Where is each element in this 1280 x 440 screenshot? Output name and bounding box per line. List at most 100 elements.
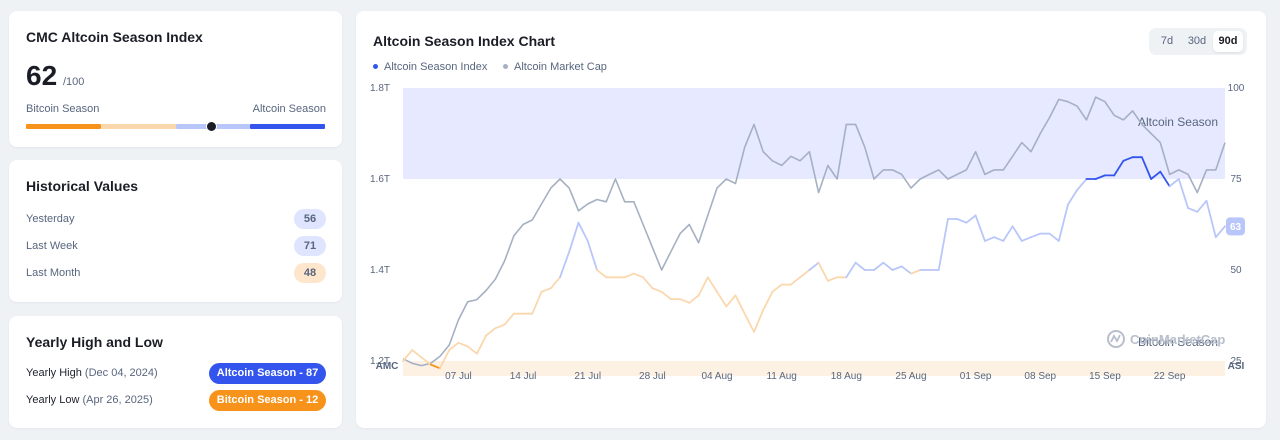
index-series-segment (1076, 178, 1088, 191)
legend-altcoin-market-cap[interactable]: Altcoin Market Cap (503, 61, 607, 73)
market-cap-series-line (402, 96, 1226, 367)
yearly-high-text: Yearly High (26, 367, 82, 379)
historical-row-last-month: Last Month 48 (26, 263, 326, 283)
index-series-segment (753, 309, 765, 333)
index-series-segment (1067, 188, 1079, 206)
index-series-segment (826, 276, 839, 282)
index-series-segment (1214, 225, 1226, 239)
index-series-segment (789, 276, 802, 286)
historical-value-badge: 48 (294, 263, 326, 283)
index-series-segment (586, 239, 598, 271)
index-series-segment (984, 236, 995, 242)
index-series-segment (910, 269, 922, 275)
index-series-segment (734, 294, 746, 315)
index-series-segment (540, 287, 552, 293)
right-axis-tag: ASI (1228, 361, 1245, 372)
index-series-segment (1094, 174, 1106, 180)
index-series-segment (762, 290, 774, 311)
index-series-segment (706, 276, 718, 293)
historical-label: Last Month (26, 267, 81, 279)
bitcoin-season-label: Bitcoin Season (26, 103, 100, 115)
index-series-segment (642, 276, 654, 290)
index-series-segment (882, 261, 894, 271)
index-series-segment (1141, 156, 1152, 180)
current-value-badge (1226, 217, 1245, 236)
coinmarketcap-watermark: CoinMarketCap (1107, 330, 1225, 348)
index-series-segment (531, 290, 543, 315)
index-max: /100 (63, 76, 85, 88)
historical-label: Yesterday (26, 213, 75, 225)
chart-axes: 1.2T 1.4T 1.6T 1.8T 25 50 75 100 AMC ASI 07 Jul 14 … (370, 83, 1245, 382)
index-series-segment (503, 312, 515, 326)
index-series-segment (679, 298, 691, 304)
index-series-segment (466, 345, 478, 355)
index-series-segment (448, 341, 460, 352)
season-index-chart: Altcoin Season Bitcoin Season CoinMarketC… (370, 83, 1245, 382)
yearly-high-badge: Altcoin Season - 87 (209, 363, 326, 384)
x-tick-label: 21 Jul (574, 371, 601, 382)
index-series-segment (937, 218, 949, 271)
chart-title: Altcoin Season Index Chart (373, 33, 556, 49)
yearly-high-date: (Dec 04, 2024) (84, 367, 158, 379)
altcoin-season-zone (403, 88, 1225, 179)
x-tick-label: 28 Jul (639, 371, 666, 382)
timeframe-7d-button[interactable]: 7d (1160, 35, 1174, 47)
index-series-segment (1187, 207, 1199, 213)
index-series-segment (549, 276, 561, 290)
index-series-segment (1159, 170, 1171, 188)
historical-values-title: Historical Values (26, 178, 139, 194)
y-left-tick-label: 1.6T (370, 174, 390, 185)
index-value: 62 (26, 60, 58, 91)
timeframe-30d-button[interactable]: 30d (1187, 35, 1207, 47)
x-tick-label: 04 Aug (701, 371, 732, 382)
timeframe-90d-button[interactable]: 90d (1213, 31, 1243, 52)
index-series-segment (1122, 156, 1134, 162)
x-tick-label: 25 Aug (895, 371, 926, 382)
index-series-segment (817, 261, 829, 282)
y-right-tick-label: 75 (1230, 174, 1242, 185)
index-series-segment (476, 334, 488, 355)
index-series-segment (1030, 232, 1042, 239)
index-series-segment (402, 349, 414, 362)
index-series-segment (1150, 170, 1162, 180)
index-series-segment (1196, 199, 1208, 213)
coinmarketcap-logo-icon (1107, 330, 1125, 348)
index-series-segment (716, 290, 728, 308)
index-series-segment (1020, 236, 1032, 242)
index-series-segment (429, 363, 441, 370)
altcoin-season-zone-label: Altcoin Season (1138, 115, 1218, 129)
timeframe-selector: 7d 30d 90d (1149, 28, 1247, 55)
index-series-segment (1048, 232, 1060, 242)
x-tick-label: 08 Sep (1024, 371, 1056, 382)
y-right-tick-label: 100 (1228, 83, 1245, 94)
index-series-segment (725, 294, 737, 308)
index-series-segment (697, 276, 709, 297)
index-series-segment (420, 356, 432, 366)
index-series-segment (439, 349, 451, 370)
yearly-high-label: Yearly High (Dec 04, 2024) (26, 367, 158, 379)
index-series-segment (411, 349, 423, 359)
index-series-segment (596, 269, 608, 279)
index-series-segment (1177, 178, 1189, 210)
index-series-segment (974, 214, 986, 242)
x-tick-label: 01 Sep (960, 371, 992, 382)
index-series-segment (1205, 199, 1217, 239)
yearly-low-row: Yearly Low (Apr 26, 2025) Bitcoin Season… (26, 390, 326, 411)
yearly-low-badge: Bitcoin Season - 12 (209, 390, 326, 411)
index-series-segment (485, 327, 497, 337)
left-axis-tag: AMC (376, 361, 399, 372)
bitcoin-season-zone-label: Bitcoin Season (1138, 335, 1218, 349)
historical-value-badge: 71 (294, 236, 326, 256)
index-series-segment (632, 272, 645, 279)
bitcoin-season-zone (403, 361, 1225, 376)
coinmarketcap-logo-mark-icon (1110, 334, 1121, 343)
index-series-segment (873, 261, 885, 271)
legend-altcoin-season-index[interactable]: Altcoin Season Index (373, 61, 487, 73)
index-series-segment (688, 294, 700, 304)
meter-indicator-knob (206, 121, 218, 132)
index-series-segment (956, 218, 968, 224)
yearly-high-low-card: Yearly High and Low Yearly High (Dec 04,… (9, 316, 342, 428)
yearly-low-text: Yearly Low (26, 394, 80, 406)
index-series-segment (743, 312, 755, 333)
index-series-segment (660, 290, 672, 301)
